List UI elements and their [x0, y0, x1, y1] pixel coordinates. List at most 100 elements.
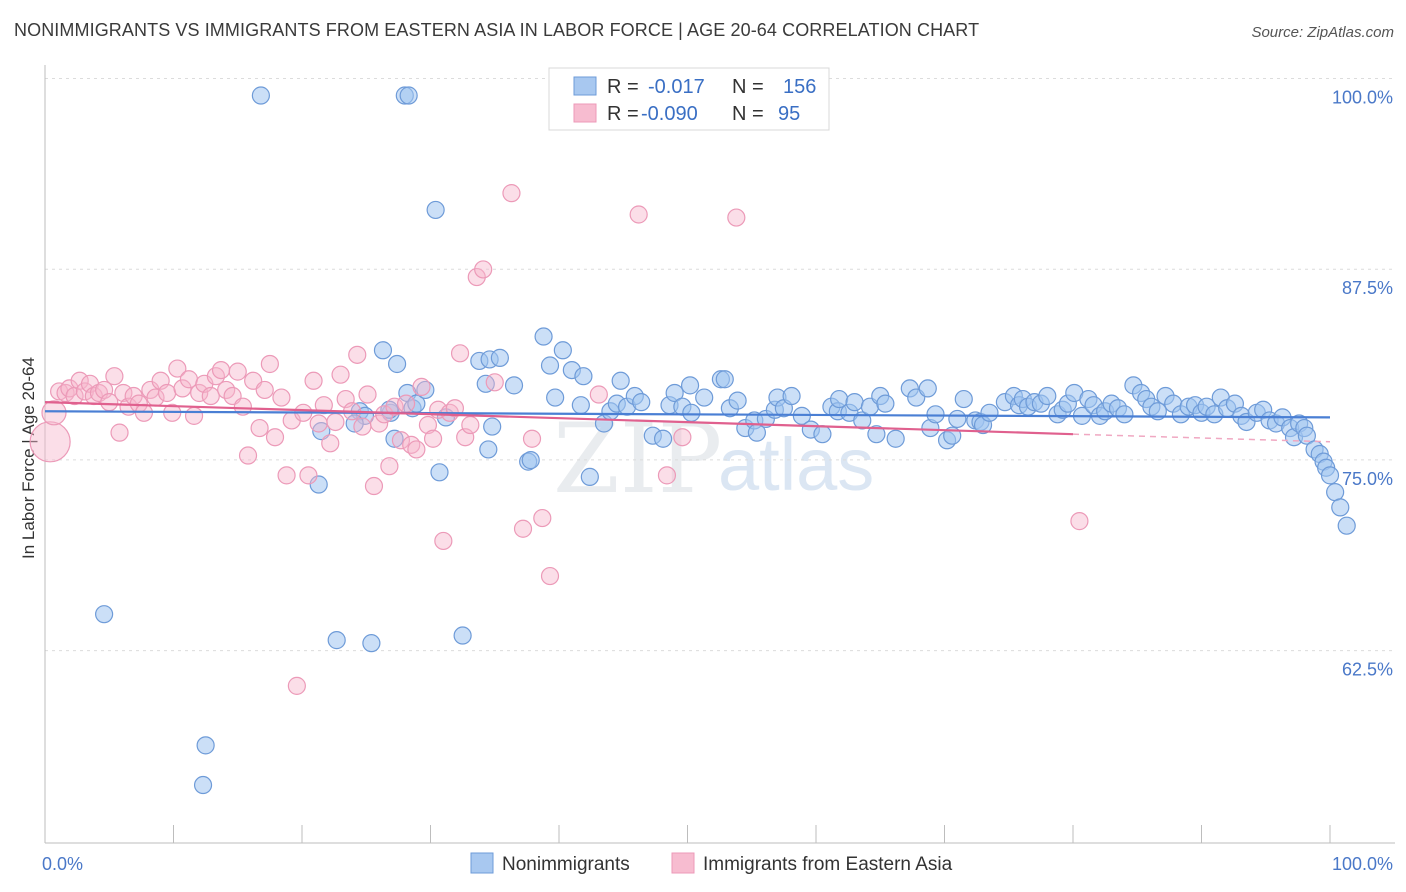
- point-immigrant-6: [70, 371, 89, 390]
- point-immigrant-86: [533, 508, 552, 528]
- legend-swatch-pink: [573, 103, 597, 123]
- point-nonimmigrant-59: [715, 370, 734, 389]
- point-immigrant-54: [326, 412, 345, 432]
- point-immigrant-1: [41, 400, 67, 426]
- point-immigrant-80: [467, 267, 486, 287]
- y-tick-label-2: 87.5%: [1342, 278, 1393, 298]
- point-nonimmigrant-49: [632, 393, 651, 412]
- point-nonimmigrant-92: [954, 389, 973, 409]
- point-immigrant-14: [110, 423, 129, 442]
- point-nonimmigrant-96: [980, 403, 999, 422]
- series-nonimmigrants: [95, 86, 1356, 795]
- source-credit: Source: ZipAtlas.com: [1251, 24, 1394, 41]
- point-nonimmigrant-80: [867, 425, 886, 444]
- legend-r-value-2: -0.090: [641, 103, 698, 125]
- trend-line-nonimmigrants: [44, 410, 1331, 419]
- x-tick-label-0: 0.0%: [42, 854, 83, 874]
- point-nonimmigrant-104: [1038, 386, 1057, 406]
- point-immigrant-53: [321, 434, 340, 453]
- point-immigrant-13: [105, 367, 124, 386]
- point-immigrant-62: [370, 414, 389, 433]
- legend-n-value-1: 156: [783, 76, 816, 98]
- point-immigrant-28: [184, 406, 204, 425]
- point-immigrant-91: [673, 428, 692, 447]
- point-immigrant-85: [522, 429, 542, 448]
- point-nonimmigrant-8: [362, 634, 381, 653]
- point-immigrant-79: [461, 415, 480, 435]
- point-nonimmigrant-82: [876, 394, 895, 413]
- point-immigrant-42: [260, 354, 279, 374]
- point-nonimmigrant-42: [580, 467, 599, 486]
- point-nonimmigrant-53: [665, 383, 684, 403]
- legend-r-label-1: R =: [607, 76, 639, 98]
- point-nonimmigrant-9: [453, 626, 472, 645]
- series-immigrants-eastern-asia: [29, 184, 1089, 695]
- point-immigrant-55: [331, 365, 350, 384]
- x-tick-labels: 0.0% 100.0%: [42, 854, 1393, 874]
- point-nonimmigrant-5: [193, 775, 213, 795]
- point-immigrant-31: [201, 386, 220, 406]
- point-immigrant-40: [250, 418, 269, 438]
- point-immigrant-51: [309, 414, 328, 433]
- chart-title: NONIMMIGRANTS VS IMMIGRANTS FROM EASTERN…: [14, 20, 980, 40]
- point-nonimmigrant-36: [540, 356, 560, 375]
- point-nonimmigrant-30: [479, 440, 498, 459]
- point-immigrant-64: [380, 457, 399, 476]
- y-tick-label-0: 62.5%: [1342, 660, 1393, 680]
- point-nonimmigrant-31: [490, 348, 509, 367]
- axes: [44, 65, 1395, 844]
- point-nonimmigrant-18: [385, 429, 404, 448]
- point-nonimmigrant-15: [373, 341, 393, 360]
- bottom-legend-nonimmigrants: Nonimmigrants: [502, 854, 630, 875]
- point-immigrant-87: [540, 566, 560, 586]
- point-immigrant-60: [358, 385, 377, 404]
- point-immigrant-81: [474, 260, 493, 279]
- trend-line-immigrants-extension: [1072, 433, 1331, 443]
- point-nonimmigrant-144: [1297, 426, 1316, 445]
- point-nonimmigrant-77: [845, 393, 864, 412]
- point-nonimmigrant-38: [553, 341, 572, 360]
- point-immigrant-25: [168, 359, 187, 378]
- point-nonimmigrant-51: [653, 429, 673, 448]
- legend: R = -0.017 N = 156 R = -0.090 N = 95: [548, 67, 830, 131]
- point-immigrant-23: [157, 383, 177, 403]
- point-immigrant-70: [412, 377, 431, 396]
- point-immigrant-43: [265, 428, 285, 447]
- point-nonimmigrant-10: [309, 475, 328, 494]
- y-tick-labels: 62.5% 75.0% 87.5% 100.0%: [1332, 88, 1393, 680]
- trend-lines: [44, 401, 1331, 443]
- point-nonimmigrant-24: [430, 463, 449, 482]
- point-nonimmigrant-57: [695, 388, 714, 407]
- point-nonimmigrant-4: [95, 605, 114, 624]
- point-immigrant-88: [589, 385, 608, 404]
- point-immigrant-49: [299, 466, 318, 485]
- point-immigrant-0: [29, 421, 71, 463]
- point-immigrant-63: [375, 405, 394, 424]
- point-immigrant-61: [364, 476, 384, 496]
- point-immigrant-10: [89, 383, 109, 403]
- point-nonimmigrant-40: [574, 367, 593, 386]
- point-immigrant-65: [385, 397, 404, 416]
- point-immigrant-38: [238, 446, 258, 465]
- point-nonimmigrant-0: [251, 86, 270, 105]
- legend-r-value-1: -0.017: [648, 76, 705, 98]
- point-immigrant-33: [211, 360, 231, 380]
- point-nonimmigrant-29: [483, 417, 502, 436]
- bottom-legend-swatch-pink: [671, 852, 695, 874]
- point-nonimmigrant-72: [813, 425, 832, 444]
- point-nonimmigrant-37: [546, 388, 565, 407]
- point-immigrant-69: [407, 440, 426, 459]
- point-immigrant-29: [190, 383, 209, 403]
- point-immigrant-45: [277, 466, 296, 485]
- point-nonimmigrant-35: [534, 327, 553, 346]
- legend-n-value-2: 95: [778, 103, 800, 125]
- point-immigrant-37: [233, 397, 252, 416]
- point-nonimmigrant-149: [1320, 466, 1340, 485]
- y-axis-label: In Labor Force | Age 20-64: [19, 357, 38, 559]
- point-nonimmigrant-69: [782, 386, 801, 406]
- legend-swatch-blue: [573, 76, 597, 96]
- bottom-legend-immigrants: Immigrants from Eastern Asia: [703, 854, 953, 875]
- point-immigrant-67: [396, 394, 416, 413]
- point-immigrant-89: [629, 205, 648, 224]
- point-nonimmigrant-6: [196, 736, 215, 755]
